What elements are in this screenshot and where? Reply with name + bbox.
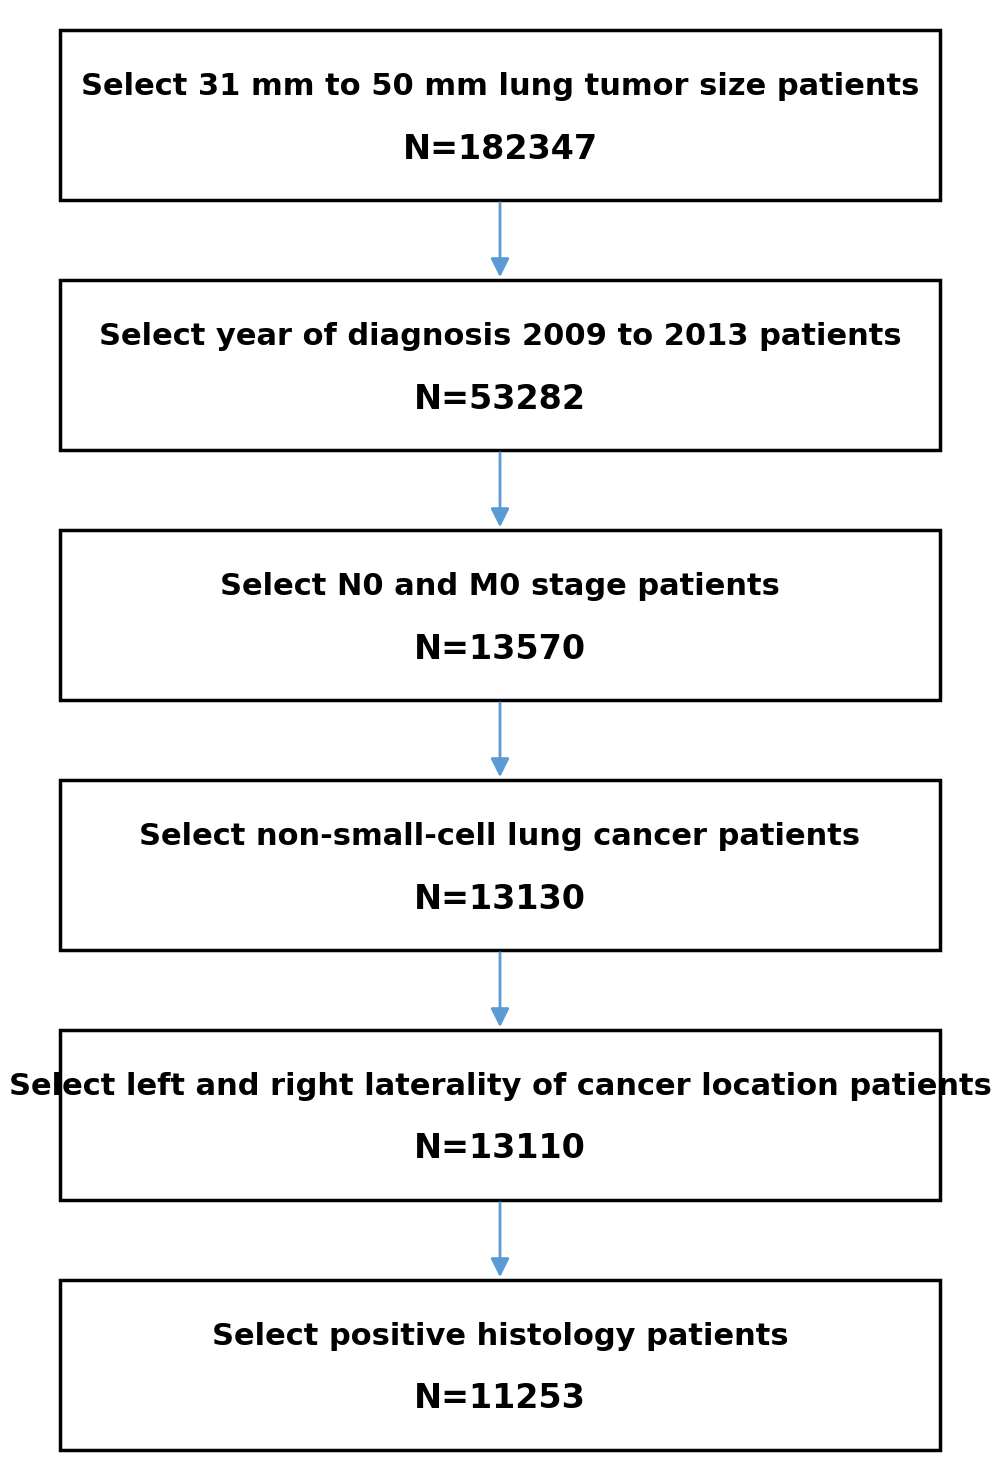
Bar (60, 1030, 940, 1200)
Text: Select N0 and M0 stage patients: Select N0 and M0 stage patients (220, 571, 780, 601)
Text: Select non-small-cell lung cancer patients: Select non-small-cell lung cancer patien… (139, 821, 861, 851)
Text: N=182347: N=182347 (402, 132, 598, 166)
Text: N=13110: N=13110 (414, 1133, 586, 1165)
Text: Select year of diagnosis 2009 to 2013 patients: Select year of diagnosis 2009 to 2013 pa… (99, 322, 901, 351)
Bar (60, 281, 940, 450)
Bar (60, 780, 940, 950)
Bar (60, 1279, 940, 1450)
Text: Select left and right laterality of cancer location patients: Select left and right laterality of canc… (9, 1071, 991, 1100)
Text: N=13570: N=13570 (414, 633, 586, 665)
Text: Select 31 mm to 50 mm lung tumor size patients: Select 31 mm to 50 mm lung tumor size pa… (81, 72, 919, 100)
Text: N=11253: N=11253 (414, 1382, 586, 1416)
Text: Select positive histology patients: Select positive histology patients (212, 1322, 788, 1350)
Text: N=13130: N=13130 (414, 883, 586, 915)
Text: N=53282: N=53282 (414, 382, 586, 416)
Bar (60, 29, 940, 200)
Bar (60, 530, 940, 701)
